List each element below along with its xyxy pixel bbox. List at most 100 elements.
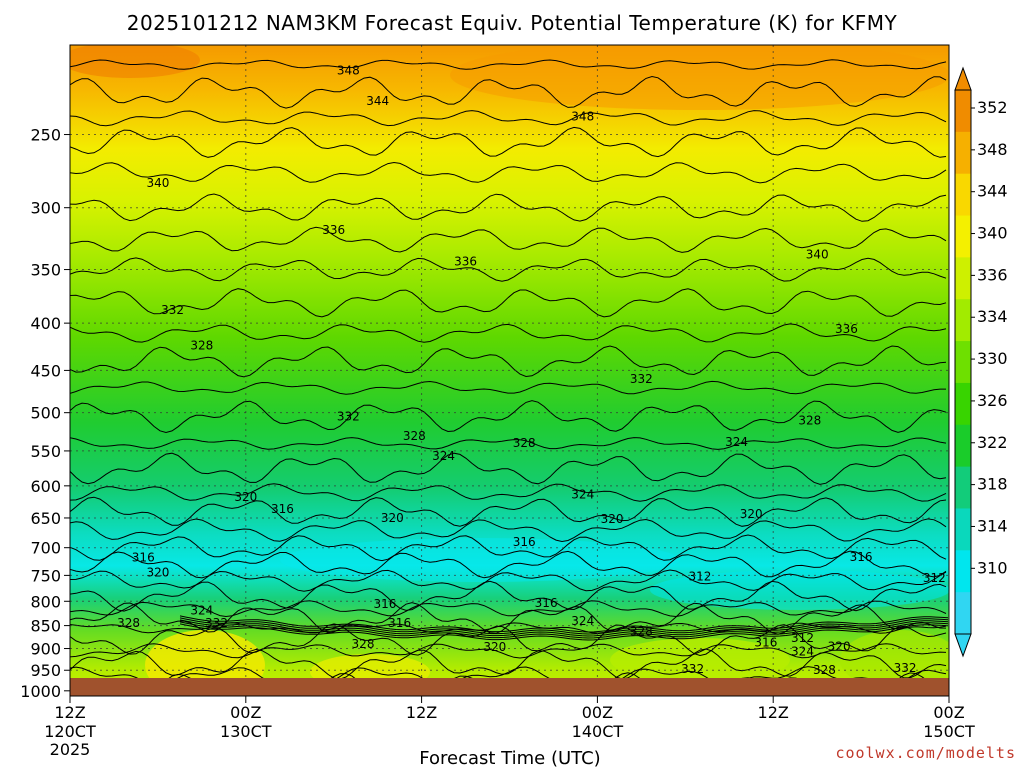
y-tick-label: 500 bbox=[30, 404, 61, 423]
inversion-contour bbox=[179, 615, 949, 633]
contour-label: 332 bbox=[630, 372, 653, 386]
contour-label: 320 bbox=[381, 511, 404, 525]
x-tick-label: 12Z bbox=[54, 703, 85, 722]
contour-label: 324 bbox=[190, 604, 213, 618]
contour-line bbox=[70, 126, 947, 158]
x-axis-title: Forecast Time (UTC) bbox=[419, 748, 600, 768]
colorbar-segment bbox=[955, 341, 971, 384]
grid-lines bbox=[70, 45, 949, 696]
y-tick-label: 600 bbox=[30, 477, 61, 496]
contour-line bbox=[70, 380, 946, 395]
x-tick-label: 120CT bbox=[44, 722, 96, 741]
contour-label: 320 bbox=[828, 639, 851, 653]
contour-line bbox=[70, 518, 947, 543]
contour-line bbox=[70, 226, 947, 253]
x-tick-label: 00Z bbox=[582, 703, 613, 722]
contour-line bbox=[70, 600, 947, 618]
contour-label: 332 bbox=[681, 662, 704, 676]
ground-strip bbox=[70, 678, 949, 696]
contour-label: 332 bbox=[337, 410, 360, 424]
colorbar-segment bbox=[955, 257, 971, 300]
contour-lines bbox=[70, 59, 949, 696]
y-tick-label: 450 bbox=[30, 361, 61, 380]
y-tick-label: 250 bbox=[30, 126, 61, 145]
x-tick-label: 140CT bbox=[572, 722, 624, 741]
contour-label: 328 bbox=[513, 436, 536, 450]
colorbar-bottom-arrow bbox=[954, 633, 972, 658]
y-axis: 250 300 350 400 450 500 550 600 650 700 750 800 850 9… bbox=[20, 126, 70, 701]
contour-label: 320 bbox=[483, 640, 506, 654]
colorbar-label: 340 bbox=[977, 224, 1008, 243]
contour-line bbox=[70, 323, 947, 343]
colorbar: 352 348 344 340 336 334 330 326 322 318 314 310 bbox=[954, 66, 1008, 658]
colorbar-top-arrow bbox=[954, 66, 972, 91]
contour-line bbox=[70, 666, 947, 687]
contour-line bbox=[70, 496, 947, 527]
contour-line bbox=[70, 75, 947, 109]
dry-layer-patch bbox=[280, 538, 680, 582]
inversion-contour bbox=[179, 623, 949, 641]
contour-label: 328 bbox=[813, 663, 836, 677]
y-tick-label: 1000 bbox=[20, 682, 61, 701]
contour-label: 312 bbox=[923, 571, 946, 585]
contour-label: 328 bbox=[798, 414, 821, 428]
contour-label: 336 bbox=[454, 254, 477, 268]
contour-line bbox=[70, 569, 947, 592]
x-tick-label: 12Z bbox=[406, 703, 437, 722]
y-tick-label: 700 bbox=[30, 539, 61, 558]
contour-label: 332 bbox=[161, 303, 184, 317]
contour-label: 320 bbox=[740, 507, 763, 521]
colorbar-segment bbox=[955, 131, 971, 175]
colorbar-segment bbox=[955, 299, 971, 342]
colorbar-label: 344 bbox=[977, 182, 1008, 201]
contour-line bbox=[70, 59, 947, 70]
surface-warm-patch-4 bbox=[840, 630, 949, 690]
colorbar-segment bbox=[955, 592, 971, 635]
contour-label: 316 bbox=[754, 636, 777, 650]
contour-line bbox=[70, 643, 947, 659]
contour-line bbox=[70, 550, 947, 579]
colorbar-label: 318 bbox=[977, 475, 1008, 494]
y-tick-label: 900 bbox=[30, 640, 61, 659]
contour-label: 332 bbox=[205, 616, 228, 630]
x-tick-label: 150CT bbox=[923, 722, 975, 741]
contour-labels: 348 344 348 340 336 336 340 332 328 336 332 332 328 3… bbox=[117, 63, 946, 696]
colorbar-segment bbox=[955, 215, 971, 258]
colorbar-label: 352 bbox=[977, 98, 1008, 117]
contour-label: 328 bbox=[117, 616, 140, 630]
colorbar-label: 322 bbox=[977, 433, 1008, 452]
contour-label: 316 bbox=[850, 550, 873, 564]
contour-label: 328 bbox=[630, 625, 653, 639]
contour-line bbox=[70, 648, 947, 680]
contour-label: 328 bbox=[403, 429, 426, 443]
x-tick-label: 00Z bbox=[230, 703, 261, 722]
contour-line bbox=[70, 193, 947, 222]
contour-line bbox=[70, 534, 947, 562]
upper-left-warm-patch bbox=[70, 45, 200, 78]
contour-line bbox=[70, 623, 947, 657]
contour-label: 312 bbox=[688, 569, 711, 583]
contour-label: 316 bbox=[388, 616, 411, 630]
contour-label: 324 bbox=[571, 487, 594, 501]
colorbar-label: 330 bbox=[977, 349, 1008, 368]
contour-label: 348 bbox=[571, 109, 594, 123]
contour-line bbox=[70, 452, 947, 485]
contour-label: 312 bbox=[791, 631, 814, 645]
y-tick-label: 350 bbox=[30, 261, 61, 280]
x-tick-label: 2025 bbox=[50, 740, 91, 759]
colorbar-segment bbox=[955, 382, 971, 426]
contour-label: 340 bbox=[146, 176, 169, 190]
contour-line bbox=[70, 161, 947, 184]
colorbar-label: 314 bbox=[977, 516, 1008, 535]
contour-line bbox=[70, 580, 947, 612]
contour-label: 316 bbox=[271, 502, 294, 516]
colorbar-segment bbox=[955, 173, 971, 217]
field-overlays bbox=[70, 45, 949, 696]
credit-text: coolwx.com/modelts bbox=[835, 744, 1016, 762]
contour-line bbox=[70, 437, 947, 450]
contour-label: 324 bbox=[791, 645, 814, 659]
contour-label: 316 bbox=[132, 550, 155, 564]
contour-line bbox=[70, 400, 947, 434]
